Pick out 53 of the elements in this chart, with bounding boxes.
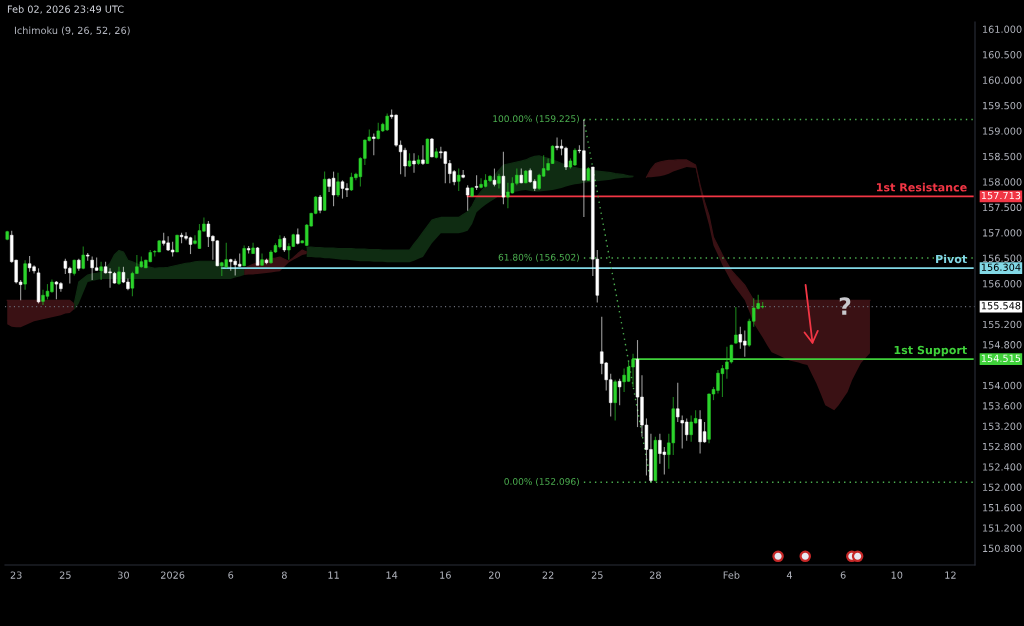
annotation: Ichimoku (9, 26, 52, 26) — [14, 26, 130, 36]
data-label: 156.304 — [981, 263, 1021, 271]
x-tick-label: 23 — [10, 571, 22, 579]
x-tick-label: 14 — [386, 571, 398, 579]
y-tick-label: 152.800 — [983, 442, 1022, 451]
y-tick-label: 158.500 — [983, 152, 1022, 161]
series-label: 1st Resistance — [876, 182, 967, 192]
chart-title: Feb 02, 2026 23:49 UTC — [7, 5, 124, 14]
x-tick-label: 22 — [542, 571, 554, 579]
y-tick-label: 158.000 — [983, 178, 1022, 186]
annotation: ? — [839, 297, 851, 315]
x-tick-label: 28 — [649, 571, 661, 579]
x-tick-label: 30 — [118, 571, 129, 579]
y-tick-label: 156.500 — [983, 254, 1022, 262]
y-tick-label: 159.000 — [983, 127, 1022, 135]
x-tick-label: 11 — [328, 571, 339, 579]
x-tick-label: 16 — [440, 571, 451, 579]
y-tick-label: 154.800 — [983, 341, 1022, 349]
y-tick-label: 151.600 — [983, 503, 1022, 512]
y-tick-label: 150.800 — [983, 544, 1022, 553]
data-label: 154.515 — [981, 354, 1021, 362]
x-tick-label: 25 — [59, 571, 71, 579]
y-tick-label: 156.000 — [983, 280, 1022, 288]
y-tick-label: 154.000 — [983, 381, 1022, 390]
x-tick-label: 12 — [945, 571, 956, 579]
x-tick-label: 8 — [281, 571, 287, 579]
y-tick-label: 159.500 — [983, 101, 1022, 110]
x-tick-label: Feb — [723, 571, 740, 579]
y-tick-label: 151.200 — [983, 524, 1022, 532]
x-tick-label: 25 — [591, 571, 603, 579]
y-tick-label: 152.000 — [983, 483, 1022, 491]
y-tick-label: 153.600 — [983, 402, 1022, 410]
y-tick-label: 161.000 — [983, 25, 1022, 33]
x-tick-label: 6 — [840, 571, 846, 579]
x-tick-label: 10 — [891, 571, 903, 579]
series-label: 61.80% (156.502) — [498, 253, 579, 262]
series-label: 1st Support — [894, 345, 967, 357]
series-label: 0.00% (152.096) — [504, 477, 579, 486]
y-tick-label: 157.000 — [983, 229, 1022, 237]
y-tick-label: 152.400 — [983, 463, 1022, 471]
y-tick-label: 153.200 — [983, 422, 1022, 430]
ref-line-label: 155.548 — [981, 302, 1021, 310]
y-tick-label: 160.000 — [983, 76, 1022, 84]
y-tick-label: 157.500 — [983, 203, 1022, 212]
series-label: 100.00% (159.225) — [493, 115, 579, 124]
x-tick-label: 20 — [489, 571, 501, 579]
x-tick-label: 4 — [786, 571, 793, 579]
x-tick-label: 6 — [228, 571, 234, 579]
x-tick-label: 2026 — [160, 571, 185, 579]
series-label: Pivot — [936, 254, 967, 264]
data-label: 157.713 — [981, 191, 1021, 200]
y-tick-label: 160.500 — [983, 51, 1022, 59]
y-tick-label: 155.200 — [983, 320, 1022, 329]
